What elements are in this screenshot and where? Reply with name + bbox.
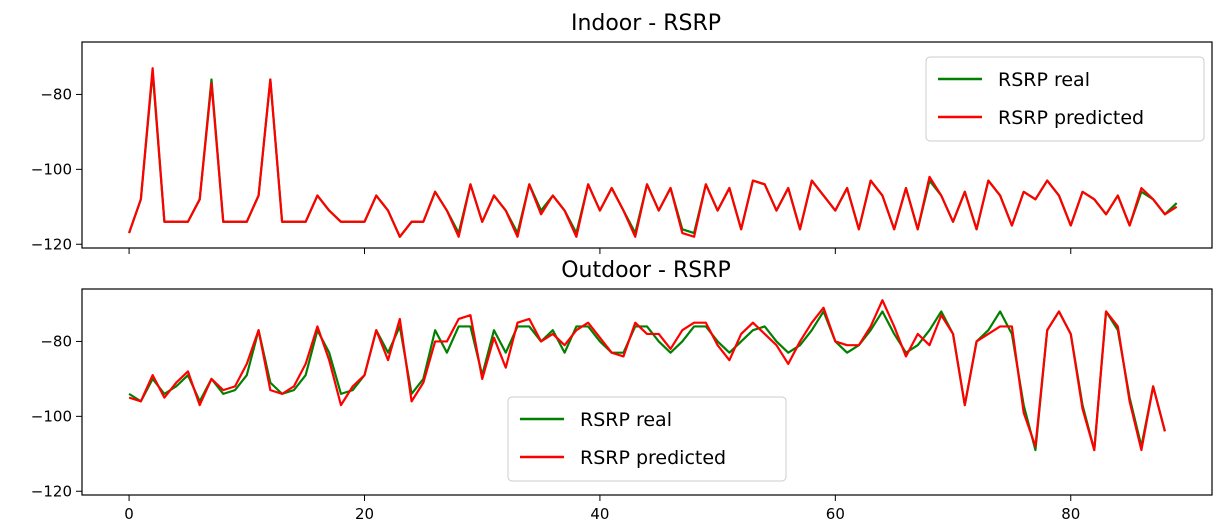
y-axis: −120 −100 −80 bbox=[31, 85, 82, 253]
legend-box bbox=[507, 396, 787, 482]
y-tick-label: −100 bbox=[31, 160, 72, 178]
series-lines bbox=[128, 299, 1166, 452]
y-tick-label: −80 bbox=[40, 332, 72, 350]
x-tick-label: 0 bbox=[124, 505, 134, 523]
x-tick-label: 60 bbox=[826, 505, 845, 523]
x-axis bbox=[128, 248, 1072, 254]
x-tick-label: 20 bbox=[355, 505, 374, 523]
legend-label: RSRP real bbox=[998, 69, 1090, 91]
y-tick-label: −80 bbox=[40, 85, 72, 103]
y-tick-label: −100 bbox=[31, 407, 72, 425]
y-axis: −120 −100 −80 bbox=[31, 332, 82, 500]
chart-title: Indoor - RSRP bbox=[571, 11, 721, 36]
legend-box bbox=[925, 56, 1205, 142]
x-axis: 0 20 40 60 80 bbox=[124, 495, 1080, 523]
series-line-rsrp-real bbox=[128, 310, 1166, 452]
legend: RSRP real RSRP predicted bbox=[925, 56, 1205, 142]
series-line-rsrp-predicted bbox=[128, 67, 1178, 238]
x-tick-label: 80 bbox=[1061, 505, 1080, 523]
series-line-rsrp-predicted bbox=[128, 299, 1166, 452]
indoor-rsrp-chart: Indoor - RSRP −120−100−80 RSRP realRSRP … bbox=[31, 11, 1213, 254]
legend-label: RSRP real bbox=[580, 409, 672, 431]
x-tick-label: 40 bbox=[590, 505, 609, 523]
y-tick-label: −120 bbox=[31, 482, 72, 500]
y-tick-label: −120 bbox=[31, 235, 72, 253]
plot-frame bbox=[81, 288, 1213, 496]
series-lines bbox=[128, 67, 1178, 238]
legend-label: RSRP predicted bbox=[580, 447, 726, 469]
chart-title: Outdoor - RSRP bbox=[561, 258, 731, 283]
outdoor-rsrp-chart: Outdoor - RSRP −120 −100 −80 0 20 40 60 80 RSR… bbox=[31, 258, 1213, 523]
legend-label: RSRP predicted bbox=[998, 107, 1144, 129]
legend: RSRP real RSRP predicted bbox=[507, 396, 787, 482]
plot-frame bbox=[81, 41, 1213, 249]
